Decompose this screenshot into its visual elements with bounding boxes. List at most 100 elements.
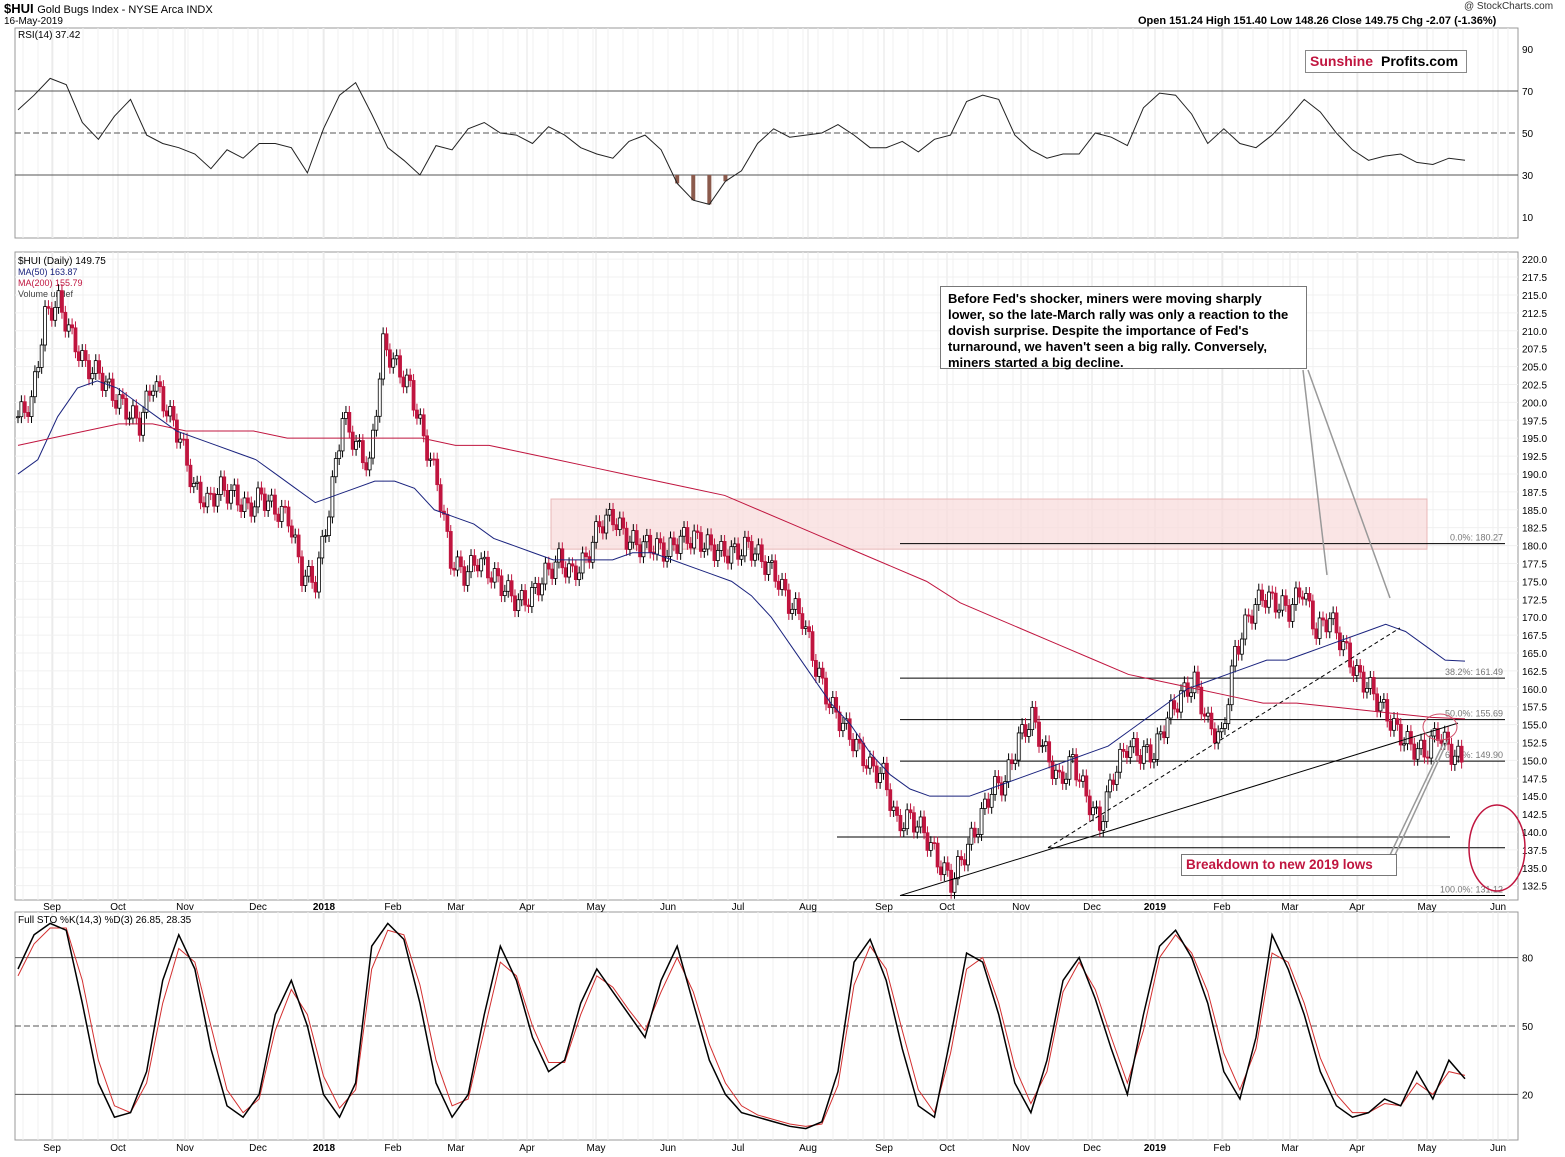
candle-body	[790, 608, 795, 614]
x-label-sto: May	[1418, 1143, 1437, 1154]
price-tick: 152.5	[1522, 738, 1547, 749]
candle-body	[824, 677, 828, 705]
candle-body	[1304, 593, 1309, 600]
candle-body	[462, 566, 467, 586]
price-tick: 165.0	[1522, 649, 1547, 660]
candle-body	[709, 534, 713, 546]
candle-body	[1189, 692, 1194, 697]
rsi-oversold-fill	[675, 175, 728, 205]
price-tick: 142.5	[1522, 810, 1547, 821]
candle-body	[1199, 686, 1204, 715]
candle-body	[813, 660, 818, 677]
candle-body	[418, 414, 423, 419]
candle-body	[455, 556, 460, 571]
candle-body	[313, 581, 318, 593]
candle-body	[1057, 769, 1062, 773]
candle-body	[1158, 731, 1163, 735]
candle-body	[563, 567, 568, 578]
x-label-price: Mar	[447, 902, 465, 913]
candle-body	[1037, 721, 1041, 747]
candle-body	[97, 360, 102, 374]
candle-body	[1155, 733, 1160, 760]
candle-body	[1348, 642, 1352, 668]
candle-body	[1449, 743, 1454, 765]
candle-body	[337, 450, 342, 459]
price-tick: 145.0	[1522, 792, 1547, 803]
candle-body	[1026, 729, 1031, 737]
candle-body	[1070, 754, 1075, 758]
candle-body	[719, 541, 724, 551]
logo-part1: Sunshine	[1310, 53, 1374, 69]
x-label-sto: May	[587, 1143, 606, 1154]
candle-body	[310, 566, 315, 583]
candle-body	[154, 381, 159, 392]
chart-date: 16-May-2019	[4, 16, 63, 27]
candle-body	[695, 530, 700, 533]
candle-body	[1368, 677, 1373, 689]
candle-body	[1040, 745, 1045, 748]
candle-body	[266, 500, 271, 511]
price-tick: 135.0	[1522, 864, 1547, 875]
target-ellipse	[1468, 804, 1526, 892]
candle-body	[580, 552, 585, 574]
candle-body	[604, 514, 609, 534]
candle-body	[753, 553, 757, 561]
candle-body	[1179, 690, 1183, 713]
candle-body	[421, 414, 426, 437]
candle-body	[469, 555, 473, 573]
candle-body	[749, 541, 754, 561]
price-tick: 155.0	[1522, 721, 1547, 732]
candle-body	[394, 355, 399, 360]
candle-body	[993, 776, 997, 795]
ma200-line	[17, 423, 1466, 720]
candle-body	[431, 458, 436, 461]
breakdown-pointer-1	[1389, 741, 1445, 856]
candle-body	[797, 598, 801, 615]
candle-body	[1047, 741, 1052, 763]
candle-body	[198, 481, 203, 504]
candle-body	[107, 378, 112, 383]
candle-body	[540, 583, 544, 596]
candle-body	[306, 566, 311, 577]
candle-body	[1212, 728, 1217, 744]
candle-body	[928, 842, 933, 851]
candle-body	[381, 333, 386, 380]
candle-body	[1006, 759, 1011, 782]
candle-body	[1385, 699, 1390, 722]
candle-body	[134, 405, 139, 419]
candle-body	[1294, 587, 1298, 605]
candle-body	[212, 493, 216, 507]
candle-body	[834, 697, 839, 713]
candle-body	[1429, 735, 1434, 759]
candle-body	[117, 394, 122, 409]
candle-body	[1054, 769, 1058, 779]
candle-body	[648, 534, 653, 553]
candle-body	[496, 568, 500, 577]
candle-body	[895, 806, 899, 816]
candle-body	[256, 487, 260, 508]
candle-body	[1354, 665, 1359, 676]
candle-body	[773, 560, 778, 582]
price-tick: 132.5	[1522, 882, 1547, 893]
candle-body	[29, 396, 34, 417]
candle-body	[989, 793, 994, 808]
candle-body	[404, 374, 409, 388]
price-tick: 205.0	[1522, 363, 1547, 374]
candle-body	[874, 765, 879, 783]
candle-body	[891, 806, 896, 811]
candle-body	[279, 505, 284, 522]
candle-body	[688, 542, 693, 549]
candle-body	[861, 742, 866, 767]
candle-body	[124, 398, 129, 420]
candle-body	[682, 527, 686, 537]
candle-body	[570, 563, 575, 567]
candle-body	[884, 762, 889, 791]
candle-body	[391, 358, 396, 368]
candle-body	[857, 738, 862, 744]
candle-body	[1351, 666, 1356, 676]
price-tick: 207.5	[1522, 345, 1547, 356]
candle-body	[756, 544, 761, 555]
candle-body	[996, 776, 1001, 784]
candle-body	[594, 521, 599, 543]
candle-body	[425, 435, 429, 461]
